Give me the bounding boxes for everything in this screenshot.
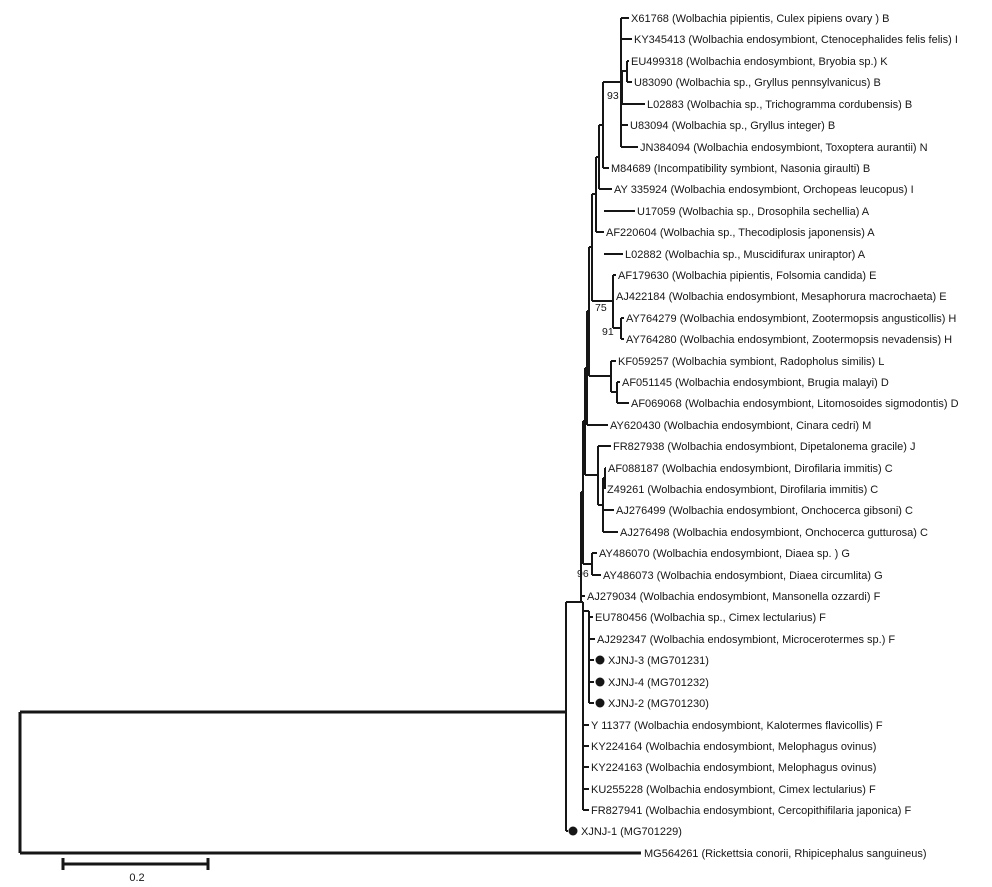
bootstrap-value-label: 93 — [607, 90, 619, 102]
bootstrap-value-label: 96 — [577, 568, 589, 580]
taxon-label: XJNJ-3 (MG701231) — [608, 655, 709, 667]
taxon-label: KY224164 (Wolbachia endosymbiont, Meloph… — [591, 741, 876, 753]
novel-strain-marker-icon — [595, 655, 605, 665]
taxon-label: XJNJ-4 (MG701232) — [608, 677, 709, 689]
taxon-label: KY345413 (Wolbachia endosymbiont, Ctenoc… — [634, 34, 958, 46]
taxon-label: AY 335924 (Wolbachia endosymbiont, Orcho… — [614, 184, 914, 196]
taxon-label: XJNJ-1 (MG701229) — [581, 826, 682, 838]
taxon-label: EU499318 (Wolbachia endosymbiont, Bryobi… — [631, 56, 888, 68]
taxon-label: AF088187 (Wolbachia endosymbiont, Dirofi… — [608, 463, 893, 475]
taxon-label: AY764280 (Wolbachia endosymbiont, Zooter… — [626, 334, 952, 346]
taxon-label: U83094 (Wolbachia sp., Gryllus integer) … — [630, 120, 835, 132]
taxon-label: MG564261 (Rickettsia conorii, Rhipicepha… — [644, 848, 926, 860]
taxon-label: L02882 (Wolbachia sp., Muscidifurax unir… — [625, 249, 866, 261]
taxon-label: Y 11377 (Wolbachia endosymbiont, Kaloter… — [591, 720, 883, 732]
taxon-label: M84689 (Incompatibility symbiont, Nasoni… — [611, 163, 870, 175]
taxon-label: EU780456 (Wolbachia sp., Cimex lectulari… — [595, 612, 826, 624]
novel-strain-marker-icon — [595, 698, 605, 708]
taxon-label: AY764279 (Wolbachia endosymbiont, Zooter… — [626, 313, 956, 325]
taxon-label: AF220604 (Wolbachia sp., Thecodiplosis j… — [606, 227, 875, 239]
taxon-label: AF179630 (Wolbachia pipientis, Folsomia … — [618, 270, 876, 282]
taxon-label: AJ276499 (Wolbachia endosymbiont, Onchoc… — [616, 505, 913, 517]
taxon-label: AJ279034 (Wolbachia endosymbiont, Manson… — [587, 591, 881, 603]
taxon-label: AJ292347 (Wolbachia endosymbiont, Microc… — [597, 634, 895, 646]
taxon-label: L02883 (Wolbachia sp., Trichogramma cord… — [647, 99, 912, 111]
taxon-label: AF051145 (Wolbachia endosymbiont, Brugia… — [622, 377, 889, 389]
scale-bar-label: 0.2 — [129, 872, 144, 884]
taxon-label: FR827938 (Wolbachia endosymbiont, Dipeta… — [613, 441, 915, 453]
novel-strain-marker-icon — [595, 677, 605, 687]
taxon-label: AJ276498 (Wolbachia endosymbiont, Onchoc… — [620, 527, 928, 539]
taxon-label: AY486073 (Wolbachia endosymbiont, Diaea … — [603, 570, 883, 582]
bootstrap-value-label: 91 — [602, 326, 614, 338]
taxon-label: FR827941 (Wolbachia endosymbiont, Cercop… — [591, 805, 911, 817]
taxon-label: X61768 (Wolbachia pipientis, Culex pipie… — [631, 13, 889, 25]
taxon-label: KU255228 (Wolbachia endosymbiont, Cimex … — [591, 784, 876, 796]
taxon-label: JN384094 (Wolbachia endosymbiont, Toxopt… — [640, 142, 928, 154]
bootstrap-value-label: 75 — [595, 302, 607, 314]
novel-strain-marker-icon — [568, 826, 578, 836]
taxon-label: U17059 (Wolbachia sp., Drosophila sechel… — [637, 206, 870, 218]
taxon-label: KY224163 (Wolbachia endosymbiont, Meloph… — [591, 762, 876, 774]
taxon-label: AY620430 (Wolbachia endosymbiont, Cinara… — [610, 420, 871, 432]
taxon-label: KF059257 (Wolbachia symbiont, Radopholus… — [618, 356, 884, 368]
taxon-label: AY486070 (Wolbachia endosymbiont, Diaea … — [599, 548, 850, 560]
taxon-label: XJNJ-2 (MG701230) — [608, 698, 709, 710]
taxon-label: U83090 (Wolbachia sp., Gryllus pennsylva… — [634, 77, 881, 89]
taxon-label: AJ422184 (Wolbachia endosymbiont, Mesaph… — [616, 291, 947, 303]
taxon-label: AF069068 (Wolbachia endosymbiont, Litomo… — [631, 398, 959, 410]
taxon-label: Z49261 (Wolbachia endosymbiont, Dirofila… — [607, 484, 878, 496]
